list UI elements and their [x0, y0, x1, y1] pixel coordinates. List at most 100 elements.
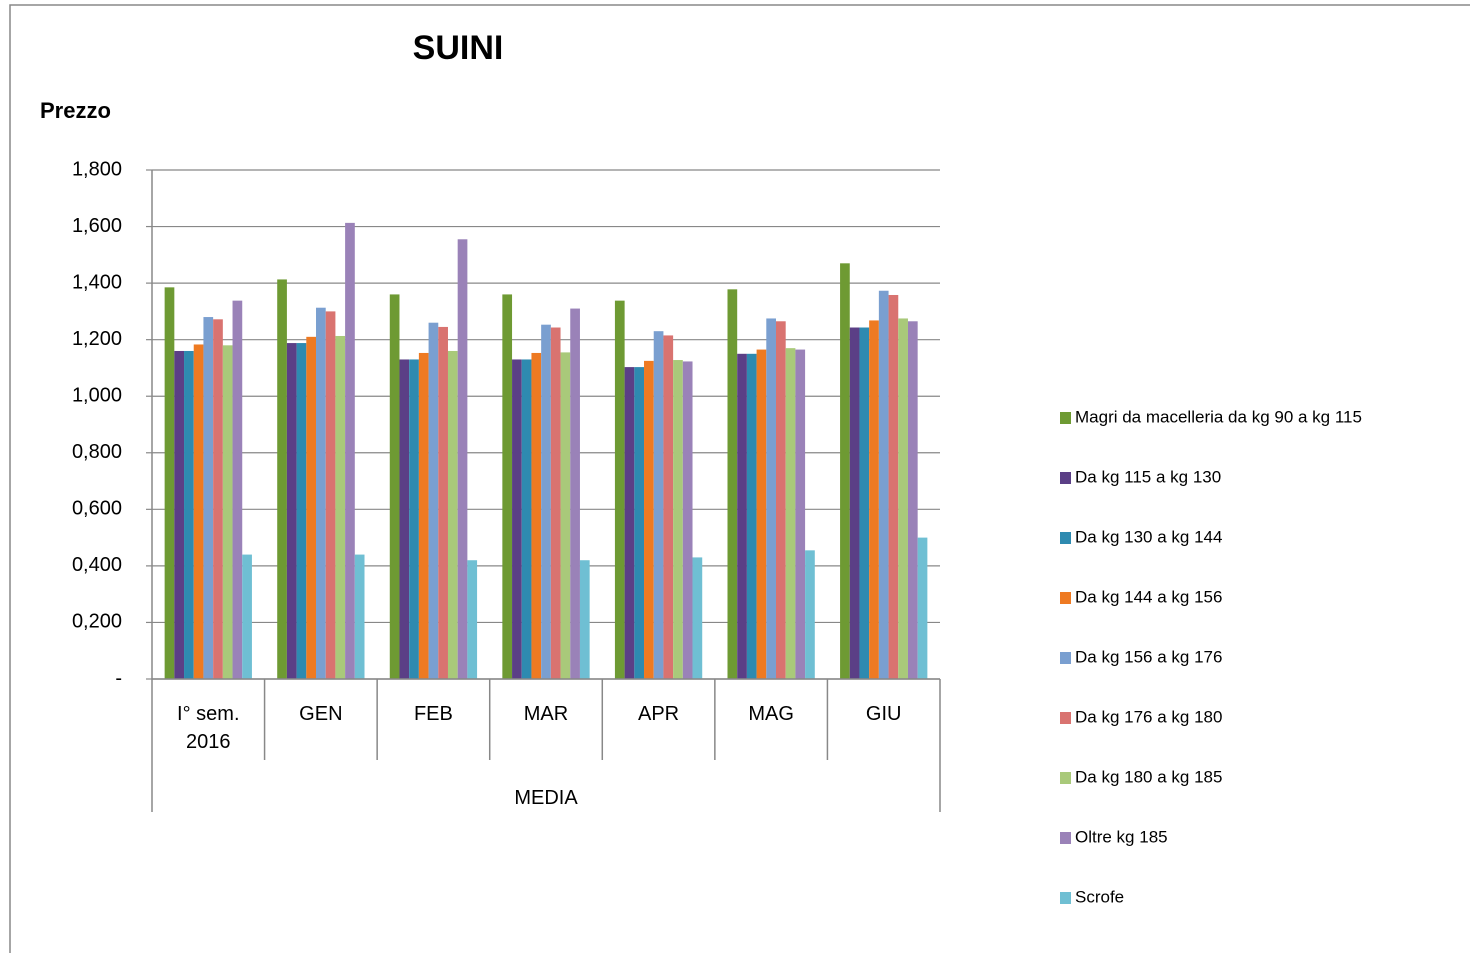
x-tick-label: MAR [523, 703, 569, 725]
legend-swatch [1060, 412, 1071, 424]
bar [634, 367, 645, 679]
bar [286, 343, 297, 679]
group-label: MEDIA [514, 787, 578, 809]
bar [570, 308, 580, 679]
bar [316, 307, 326, 679]
bar [663, 335, 674, 679]
legend-swatch [1060, 532, 1071, 544]
bar [457, 239, 468, 679]
bar [898, 318, 908, 679]
y-tick-label: 0,600 [72, 498, 122, 520]
bar [354, 554, 365, 679]
bar [785, 348, 796, 679]
legend-label: Da kg 156 a kg 176 [1075, 647, 1222, 666]
x-tick-label: I° sem. 2016 [177, 703, 240, 753]
bar [222, 345, 233, 679]
y-tick-label: 1,600 [72, 215, 122, 237]
bar [727, 289, 738, 679]
legend-swatch [1060, 652, 1071, 664]
bar [775, 321, 786, 679]
bar [193, 344, 204, 679]
legend-label: Da kg 115 a kg 130 [1075, 467, 1221, 486]
bar [682, 361, 693, 679]
bar [399, 359, 410, 679]
bar [888, 294, 899, 679]
x-tick-label: MAG [748, 703, 794, 725]
bar [805, 550, 815, 679]
x-tick-label: APR [638, 703, 680, 725]
bar [232, 300, 243, 679]
bar [502, 294, 513, 679]
chart-title: SUINI [413, 29, 504, 67]
legend-label: Scrofe [1075, 887, 1124, 906]
bar [878, 290, 889, 679]
bar [428, 322, 439, 679]
y-tick-label: 0,800 [72, 441, 122, 463]
legend-label: Da kg 144 a kg 156 [1075, 587, 1222, 606]
y-tick-label: 1,200 [72, 328, 122, 350]
bar [737, 353, 747, 679]
legend-label: Magri da macelleria da kg 90 a kg 115 [1075, 407, 1362, 426]
legend-label: Oltre kg 185 [1075, 827, 1168, 846]
legend-swatch [1060, 472, 1071, 484]
bar [164, 287, 175, 679]
bar [579, 560, 590, 679]
bar [306, 336, 317, 679]
bar [644, 360, 654, 679]
y-tick-label: 1,400 [72, 271, 122, 293]
bar [795, 349, 806, 679]
bar [840, 263, 850, 679]
bar [213, 319, 223, 679]
bar [409, 359, 419, 679]
bar [203, 317, 214, 679]
x-tick-label: GEN [299, 703, 343, 725]
bar [467, 560, 478, 679]
bar [335, 335, 346, 679]
bar [184, 350, 194, 679]
bar [550, 327, 561, 679]
bar [673, 360, 683, 679]
bar [512, 359, 522, 679]
chart-border [9, 4, 1470, 953]
bar [389, 294, 400, 679]
bar [917, 537, 928, 679]
bar [418, 352, 429, 679]
y-tick-label: 1,800 [72, 158, 122, 180]
bar [447, 350, 458, 679]
bar [624, 367, 635, 679]
x-tick-label: GIU [865, 703, 902, 725]
legend-swatch [1060, 592, 1071, 604]
y-tick-label: - [115, 667, 122, 689]
x-tick-label: FEB [413, 703, 453, 725]
bar [345, 222, 355, 679]
legend-swatch [1060, 712, 1071, 724]
legend-label: Da kg 176 a kg 180 [1075, 707, 1222, 726]
bar [859, 327, 870, 679]
legend-swatch [1060, 832, 1071, 844]
bar [325, 311, 336, 679]
y-tick-label: 0,200 [72, 611, 122, 633]
bar [438, 326, 448, 679]
bar [849, 327, 860, 679]
bar [766, 318, 776, 679]
bar [907, 321, 918, 679]
bar [521, 359, 532, 679]
bar [531, 352, 542, 679]
bar [692, 557, 703, 679]
bar [296, 343, 307, 679]
y-axis-label: Prezzo [40, 98, 111, 123]
bar [541, 324, 551, 679]
bar [242, 554, 252, 679]
legend-label: Da kg 180 a kg 185 [1075, 767, 1222, 786]
legend-label: Da kg 130 a kg 144 [1075, 527, 1222, 546]
bar [174, 350, 185, 679]
y-tick-label: 0,400 [72, 554, 122, 576]
bar [560, 352, 571, 679]
bar [614, 300, 625, 679]
y-tick-label: 1,000 [72, 385, 122, 407]
legend-swatch [1060, 892, 1071, 904]
legend-swatch [1060, 772, 1071, 784]
bar [277, 279, 287, 679]
